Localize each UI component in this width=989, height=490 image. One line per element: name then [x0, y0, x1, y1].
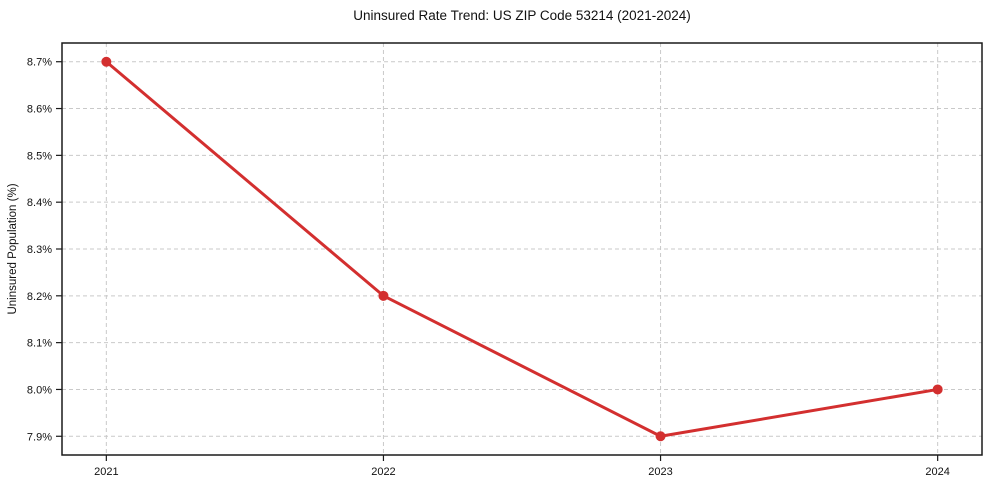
svg-text:8.4%: 8.4% — [27, 197, 52, 209]
svg-text:8.1%: 8.1% — [27, 338, 52, 350]
svg-text:8.6%: 8.6% — [27, 104, 52, 116]
plot-border — [61, 42, 983, 456]
gridlines — [62, 43, 982, 455]
data-point — [101, 56, 112, 67]
data-line — [104, 60, 940, 438]
y-tick-labels: 7.9% 8.0% 8.1% 8.2% 8.3% 8.4% 8.5% 8.6% 8.7% — [27, 57, 52, 444]
svg-text:7.9%: 7.9% — [27, 431, 52, 443]
svg-text:2024: 2024 — [925, 466, 949, 478]
svg-text:2023: 2023 — [648, 466, 672, 478]
svg-text:8.5%: 8.5% — [27, 150, 52, 162]
svg-text:8.3%: 8.3% — [27, 244, 52, 256]
data-point — [378, 290, 389, 301]
data-point — [655, 431, 666, 442]
svg-text:2021: 2021 — [94, 466, 118, 478]
chart-title: Uninsured Rate Trend: US ZIP Code 53214 … — [353, 8, 691, 23]
x-tick-labels: 2021 2022 2023 2024 — [94, 466, 950, 478]
svg-text:8.7%: 8.7% — [27, 57, 52, 69]
svg-text:2022: 2022 — [371, 466, 395, 478]
svg-text:8.0%: 8.0% — [27, 384, 52, 396]
data-point — [932, 384, 943, 395]
tick-marks — [56, 61, 939, 461]
svg-text:8.2%: 8.2% — [27, 291, 52, 303]
